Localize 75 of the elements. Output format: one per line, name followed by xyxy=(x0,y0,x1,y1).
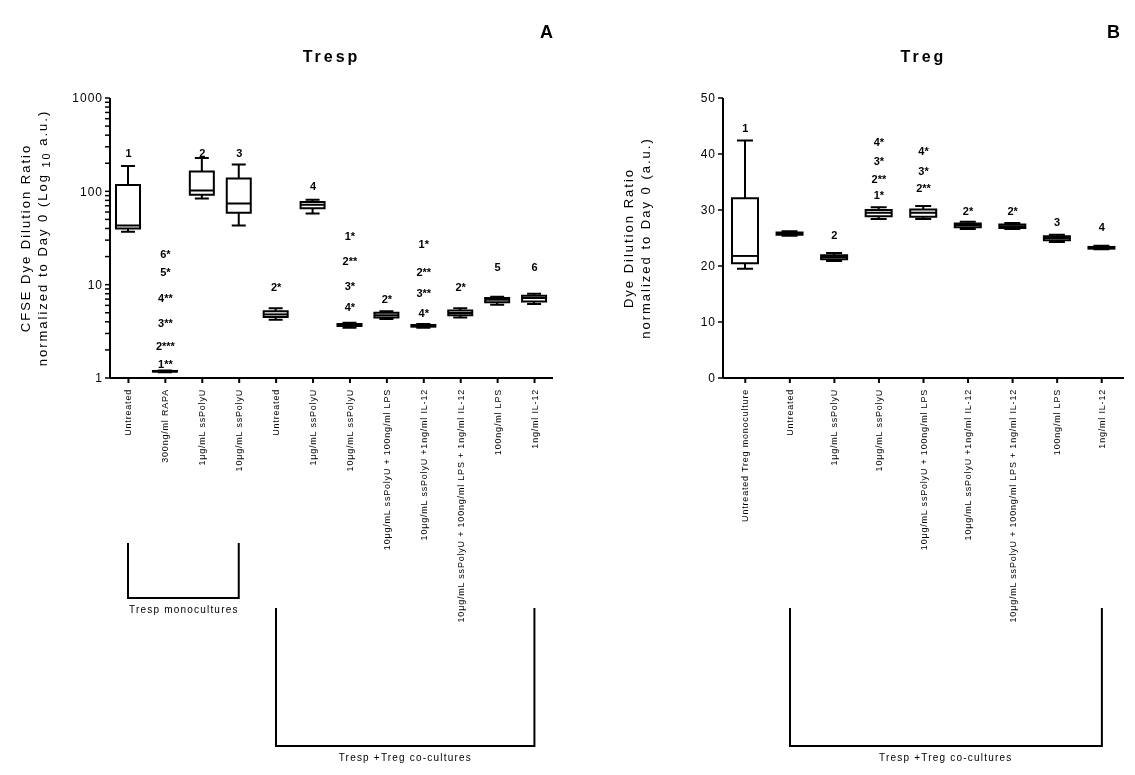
annotation: 2** xyxy=(871,172,887,185)
y-tick-label: 30 xyxy=(700,203,716,218)
text: Tresp monocultures xyxy=(129,604,239,615)
x-tick-label: 100ng/ml LPS xyxy=(492,389,503,456)
y-tick-label: 20 xyxy=(700,259,716,274)
x-tick-label: 10μg/mL ssPolyU xyxy=(873,389,884,472)
x-tick-label: 10μg/mL ssPolyU xyxy=(344,389,355,472)
text: B xyxy=(1107,22,1120,43)
annotation: 4* xyxy=(873,136,885,149)
annotation: 2** xyxy=(916,181,931,194)
annotation: 3* xyxy=(344,280,356,293)
annotation: 2* xyxy=(1007,204,1018,217)
x-tick-label: 10μg/mL ssPolyU +1ng/ml IL-12 xyxy=(963,389,974,541)
x-tick-label: 10μg/mL ssPolyU xyxy=(234,389,245,472)
annotation: 5 xyxy=(494,260,501,273)
x-tick-label: Untreated xyxy=(271,389,282,436)
x-tick-label: 300ng/ml RAPA xyxy=(160,389,171,463)
annotation: 3** xyxy=(416,287,432,300)
annotation: 4* xyxy=(418,306,429,319)
annotation: 1* xyxy=(873,188,885,201)
y-tick-label: 1 xyxy=(95,371,103,386)
chart-title: Tresp xyxy=(301,48,362,66)
annotation: 1 xyxy=(742,122,749,135)
x-tick-label: 10μg/mL ssPolyU + 100ng/ml LPS xyxy=(918,389,929,551)
y-tick-label: 0 xyxy=(708,371,716,386)
y-tick-label: 10 xyxy=(87,277,103,292)
text: Tresp +Treg co-cultures xyxy=(879,752,1013,763)
y-tick-label: 10 xyxy=(700,315,716,330)
annotation: 3 xyxy=(236,146,243,159)
annotation: 2** xyxy=(416,266,432,279)
x-tick-label: 10μg/mL ssPolyU + 100ng/ml LPS + 1ng/ml IL-12 xyxy=(1007,389,1018,623)
annotation: 2* xyxy=(270,281,282,294)
annotation: 2 xyxy=(199,146,206,159)
annotation: 2*** xyxy=(155,340,175,353)
y-tick-label: 50 xyxy=(700,91,716,106)
annotation: 2** xyxy=(342,254,358,267)
x-tick-label: 1μg/mL ssPolyU xyxy=(197,389,208,466)
x-tick-label: 1ng/ml IL-12 xyxy=(1096,389,1107,449)
annotation: 3** xyxy=(158,316,173,329)
x-tick-label: 10μg/mL ssPolyU + 100ng/ml LPS xyxy=(381,389,392,551)
annotation: 1* xyxy=(344,230,356,243)
annotation: 1 xyxy=(125,146,132,159)
y-tick-label: 100 xyxy=(79,184,103,199)
annotation: 4* xyxy=(918,144,929,157)
annotation: 2* xyxy=(455,281,466,294)
x-tick-label: Untreated Treg monoculture xyxy=(740,389,751,522)
text: Tresp +Treg co-cultures xyxy=(338,752,472,763)
chart-title: Treg xyxy=(899,48,948,66)
annotation: 2 xyxy=(831,229,838,242)
annotation: 4** xyxy=(158,291,173,304)
x-tick-label: 100ng/ml LPS xyxy=(1052,389,1063,456)
annotation: 4 xyxy=(1098,221,1105,234)
y-axis-title: Dye Dilution Ratio normalized to Day 0 (a.u.) xyxy=(620,136,654,341)
y-tick-label: 40 xyxy=(700,147,716,162)
x-tick-label: 1μg/mL ssPolyU xyxy=(829,389,840,466)
x-tick-label: Untreated xyxy=(123,389,134,436)
x-tick-label: 1μg/mL ssPolyU xyxy=(308,389,319,466)
annotation: 5* xyxy=(160,265,171,278)
annotation: 4 xyxy=(309,179,317,192)
annotation: 1* xyxy=(418,238,429,251)
annotation: 3 xyxy=(1054,216,1061,229)
y-tick-label: 1000 xyxy=(72,91,103,106)
annotation: 2* xyxy=(381,293,393,306)
x-tick-label: 10μg/mL ssPolyU + 100ng/ml LPS + 1ng/ml IL-12 xyxy=(455,389,466,623)
x-tick-label: Untreated xyxy=(784,389,795,436)
text: A xyxy=(540,22,553,43)
x-tick-label: 1ng/ml IL-12 xyxy=(529,389,540,449)
annotation: 4* xyxy=(344,300,356,313)
annotation: 6 xyxy=(531,260,538,273)
x-tick-label: 10μg/mL ssPolyU +1ng/ml IL-12 xyxy=(418,389,429,541)
annotation: 2* xyxy=(962,204,974,217)
annotation: 6* xyxy=(160,247,171,260)
annotation: 3* xyxy=(918,164,929,177)
annotation: 3* xyxy=(873,154,885,167)
annotation: 1** xyxy=(158,358,173,371)
